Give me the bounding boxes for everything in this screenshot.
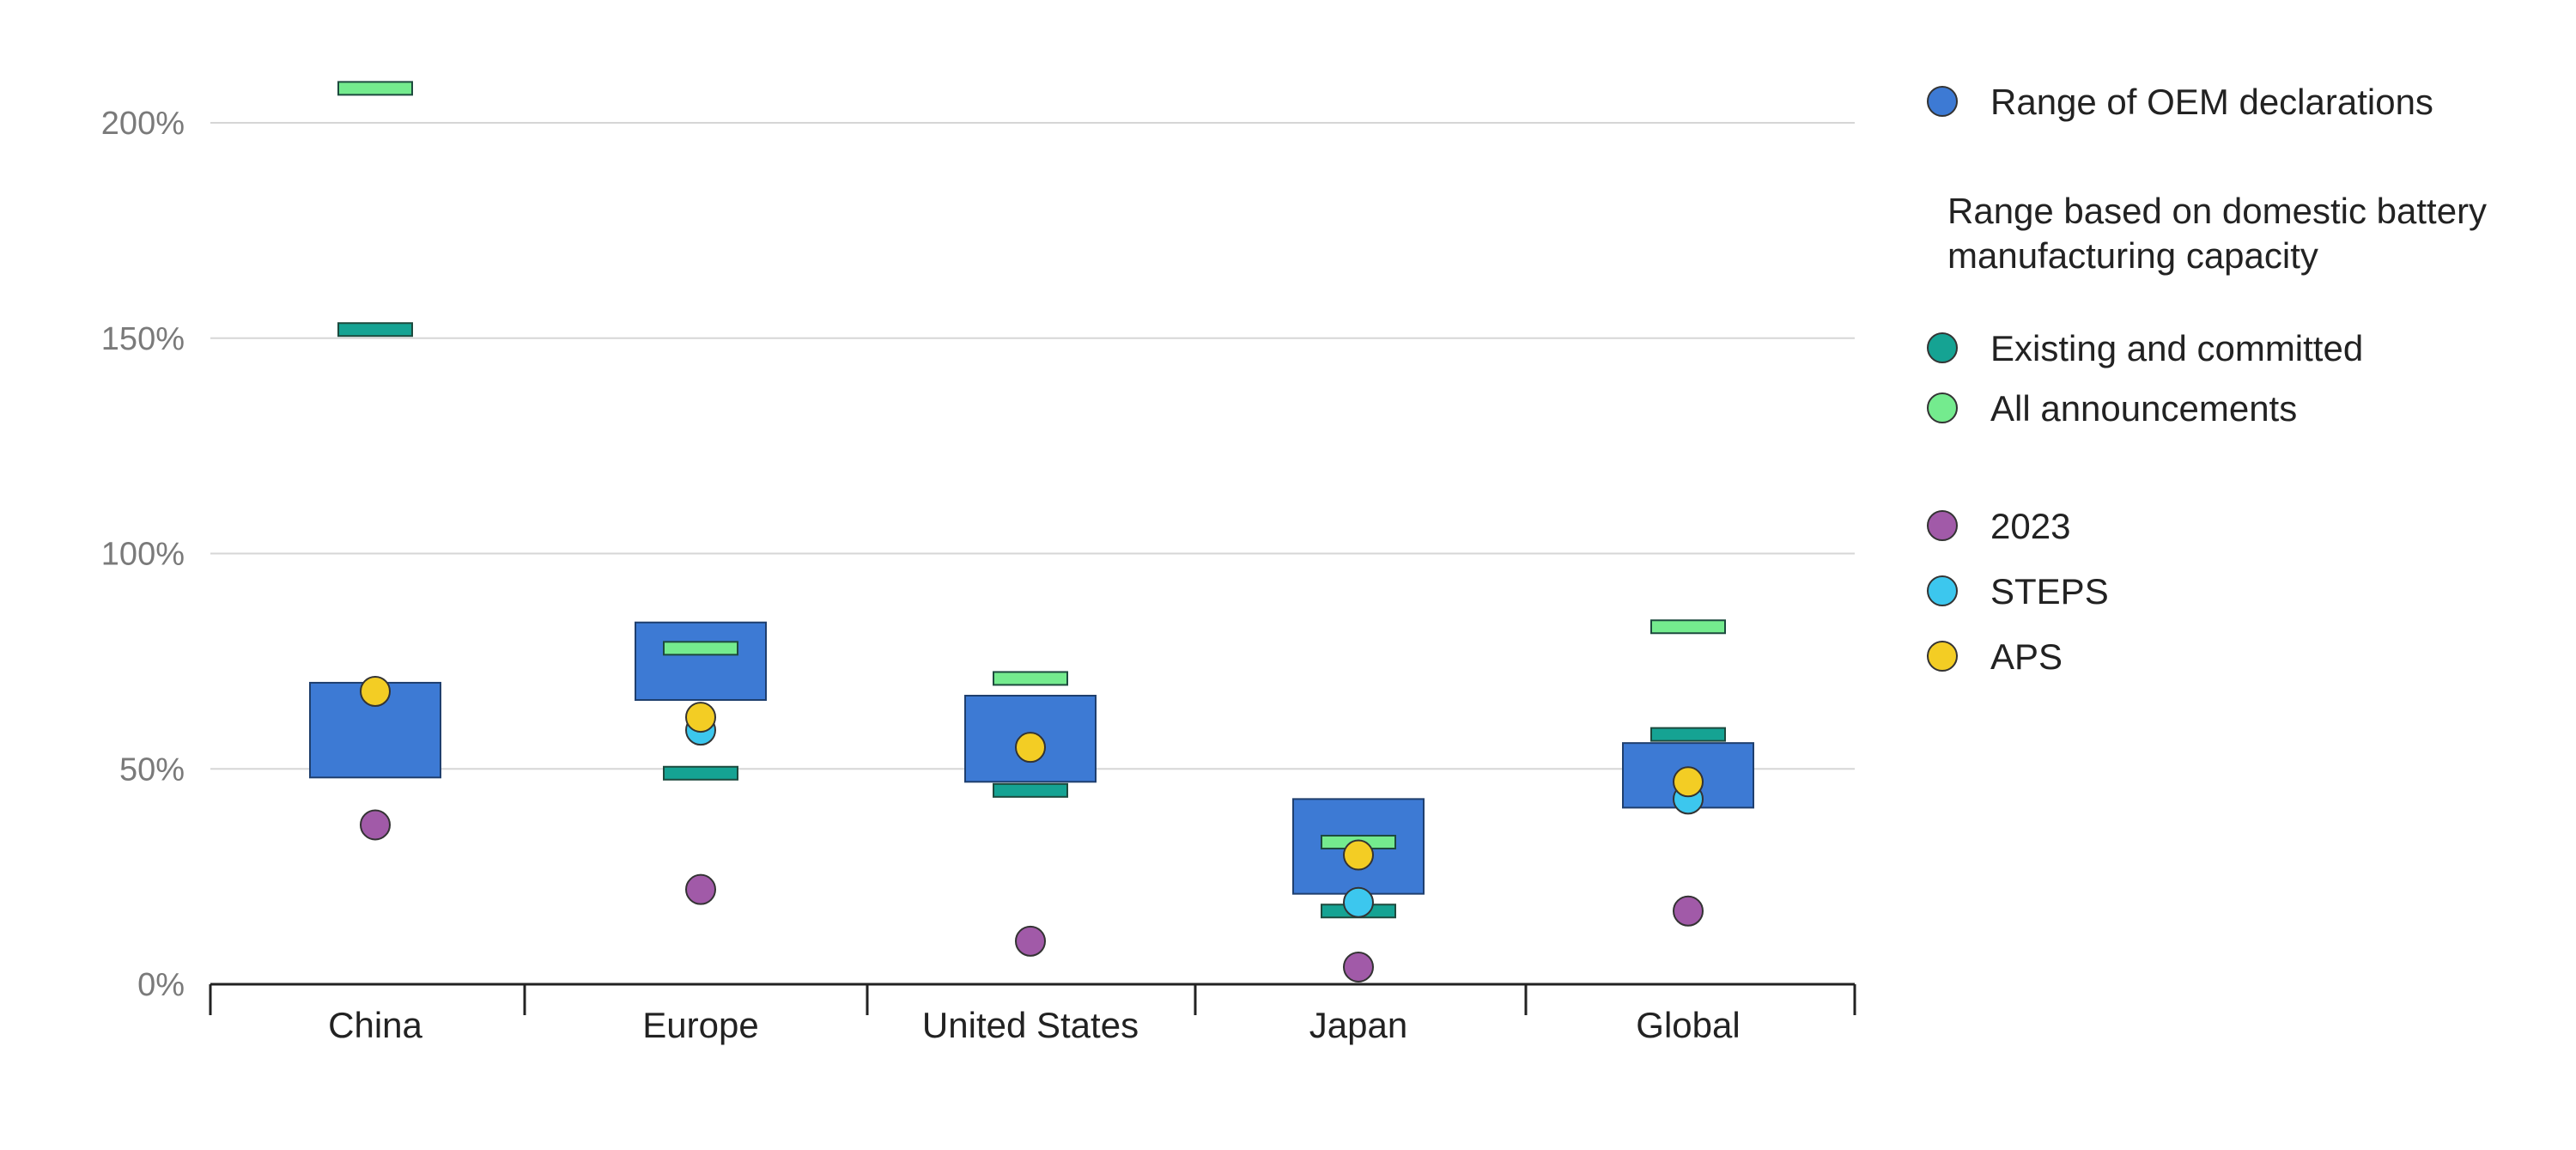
legend-oem-range-swatch — [1927, 86, 1958, 117]
x-category-label: Global — [1636, 1005, 1740, 1045]
chart-marks — [309, 81, 1754, 983]
legend-aps-label: APS — [1990, 636, 2063, 677]
oem-range-box — [635, 621, 767, 702]
legend-all-announcements-swatch — [1927, 392, 1958, 423]
x-category-label: China — [328, 1005, 422, 1045]
2023-point — [360, 809, 391, 841]
legend-steps-swatch — [1927, 575, 1958, 606]
y-tick-label: 50% — [119, 751, 185, 788]
legend-group-title-line: manufacturing capacity — [1947, 235, 2318, 276]
aps-point — [1015, 732, 1046, 764]
legend-oem-range-label: Range of OEM declarations — [1990, 82, 2433, 122]
existing-and-committed-marker — [337, 322, 413, 338]
legend-existing-and-committed-swatch — [1927, 332, 1958, 363]
x-category-label: Japan — [1309, 1005, 1407, 1045]
y-tick-label: 100% — [101, 537, 185, 573]
existing-and-committed-marker — [663, 765, 738, 781]
x-category-label: Europe — [642, 1005, 758, 1045]
y-tick-label: 150% — [101, 321, 185, 357]
legend-existing-and-committed-label: Existing and committed — [1990, 328, 2363, 368]
steps-point — [1343, 886, 1374, 918]
legend-steps-label: STEPS — [1990, 571, 2109, 612]
x-axis: China Europe United States Japan Global — [209, 983, 1856, 1045]
2023-point — [1015, 925, 1046, 957]
y-tick-label: 200% — [101, 106, 185, 142]
2023-point — [1673, 895, 1704, 927]
aps-point — [685, 702, 716, 733]
existing-and-committed-marker — [1650, 727, 1726, 742]
aps-point — [360, 675, 391, 707]
all-announcements-marker — [337, 81, 413, 96]
legend-aps-swatch — [1927, 641, 1958, 672]
existing-and-committed-marker — [993, 782, 1068, 798]
aps-point — [1343, 839, 1374, 871]
x-category-label: United States — [922, 1005, 1139, 1045]
legend-all-announcements-label: All announcements — [1990, 388, 2297, 429]
aps-point — [1673, 766, 1704, 798]
y-tick-label: 0% — [137, 967, 185, 1003]
legend: Range of OEM declarations Range based on … — [1927, 82, 2487, 677]
all-announcements-marker — [993, 671, 1068, 686]
all-announcements-marker — [1650, 619, 1726, 635]
all-announcements-marker — [663, 641, 738, 656]
y-axis-tick-labels: 0% 50% 100% 150% 200% — [101, 106, 185, 1003]
legend-group-title-line: Range based on domestic battery — [1947, 191, 2487, 231]
legend-group-title: Range based on domestic battery manufactu… — [1947, 191, 2487, 276]
legend-2023-label: 2023 — [1990, 506, 2070, 546]
2023-point — [1343, 951, 1374, 983]
legend-2023-swatch — [1927, 510, 1958, 541]
2023-point — [685, 873, 716, 905]
